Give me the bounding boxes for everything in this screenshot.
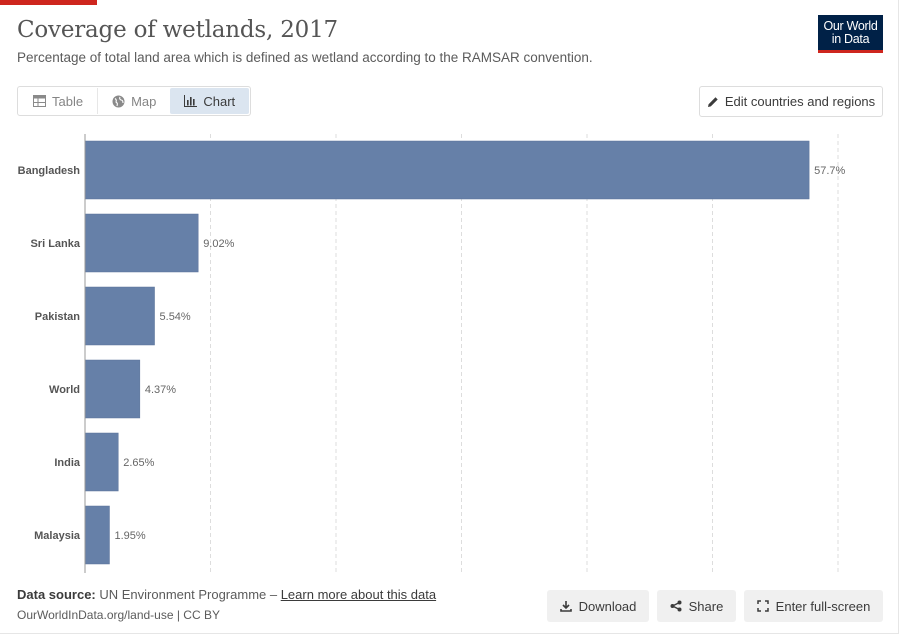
edit-countries-label: Edit countries and regions xyxy=(724,94,876,109)
category-label: Malaysia xyxy=(34,530,81,542)
data-source-prefix: Data source: xyxy=(17,587,96,602)
data-source-name: UN Environment Programme – xyxy=(95,587,281,602)
bar[interactable] xyxy=(84,505,110,565)
bar[interactable] xyxy=(84,286,155,346)
download-button[interactable]: Download xyxy=(547,590,649,622)
value-label: 57.7% xyxy=(814,165,845,177)
category-label: Sri Lanka xyxy=(30,238,80,250)
bar[interactable] xyxy=(84,432,119,492)
category-label: Bangladesh xyxy=(18,165,81,177)
bar-chart: Bangladesh 57.7% Sri Lanka 9.02% Pakistan 5.5… xyxy=(18,134,846,573)
fullscreen-button[interactable]: Enter full-screen xyxy=(744,590,883,622)
globe-icon xyxy=(112,95,125,107)
value-label: 1.95% xyxy=(114,530,145,542)
tab-map[interactable]: Map xyxy=(97,88,170,114)
tab-table-label: Table xyxy=(52,93,84,109)
value-label: 2.65% xyxy=(123,457,154,469)
data-source: Data source: UN Environment Programme – … xyxy=(17,587,436,602)
pencil-icon xyxy=(707,96,718,107)
category-label: Pakistan xyxy=(35,311,81,323)
category-label: World xyxy=(49,384,80,396)
share-label: Share xyxy=(688,598,724,614)
source-url: OurWorldInData.org/land-use | CC BY xyxy=(17,608,220,622)
download-label: Download xyxy=(578,598,637,614)
edit-countries-button[interactable]: Edit countries and regions xyxy=(699,86,883,117)
tab-chart-label: Chart xyxy=(203,93,236,109)
grid-lines xyxy=(210,134,839,573)
expand-icon xyxy=(756,600,769,612)
chart-icon xyxy=(184,95,198,107)
value-label: 4.37% xyxy=(145,384,176,396)
tab-chart[interactable]: Chart xyxy=(170,88,250,114)
bar[interactable] xyxy=(84,213,199,273)
bars: Bangladesh 57.7% Sri Lanka 9.02% Pakistan 5.5… xyxy=(18,140,846,565)
owid-logo[interactable]: Our World in Data xyxy=(818,15,883,53)
tab-table[interactable]: Table xyxy=(19,88,97,114)
fullscreen-label: Enter full-screen xyxy=(775,598,871,614)
top-accent-bar xyxy=(0,0,97,5)
table-icon xyxy=(33,95,46,107)
download-icon xyxy=(559,601,572,612)
category-label: India xyxy=(54,457,81,469)
share-icon xyxy=(670,600,682,612)
logo-line-1: Our World xyxy=(823,19,878,33)
share-button[interactable]: Share xyxy=(657,590,736,622)
learn-more-link[interactable]: Learn more about this data xyxy=(280,587,437,602)
logo-line-2: in Data xyxy=(831,32,870,46)
view-tabs: Table Map Chart xyxy=(17,86,252,116)
tab-map-label: Map xyxy=(131,93,157,109)
value-label: 5.54% xyxy=(160,311,191,323)
chart-subtitle: Percentage of total land area which is d… xyxy=(17,50,593,65)
value-label: 9.02% xyxy=(203,238,234,250)
chart-title: Coverage of wetlands, 2017 xyxy=(17,17,338,43)
bar[interactable] xyxy=(84,140,810,200)
bar[interactable] xyxy=(84,359,141,419)
